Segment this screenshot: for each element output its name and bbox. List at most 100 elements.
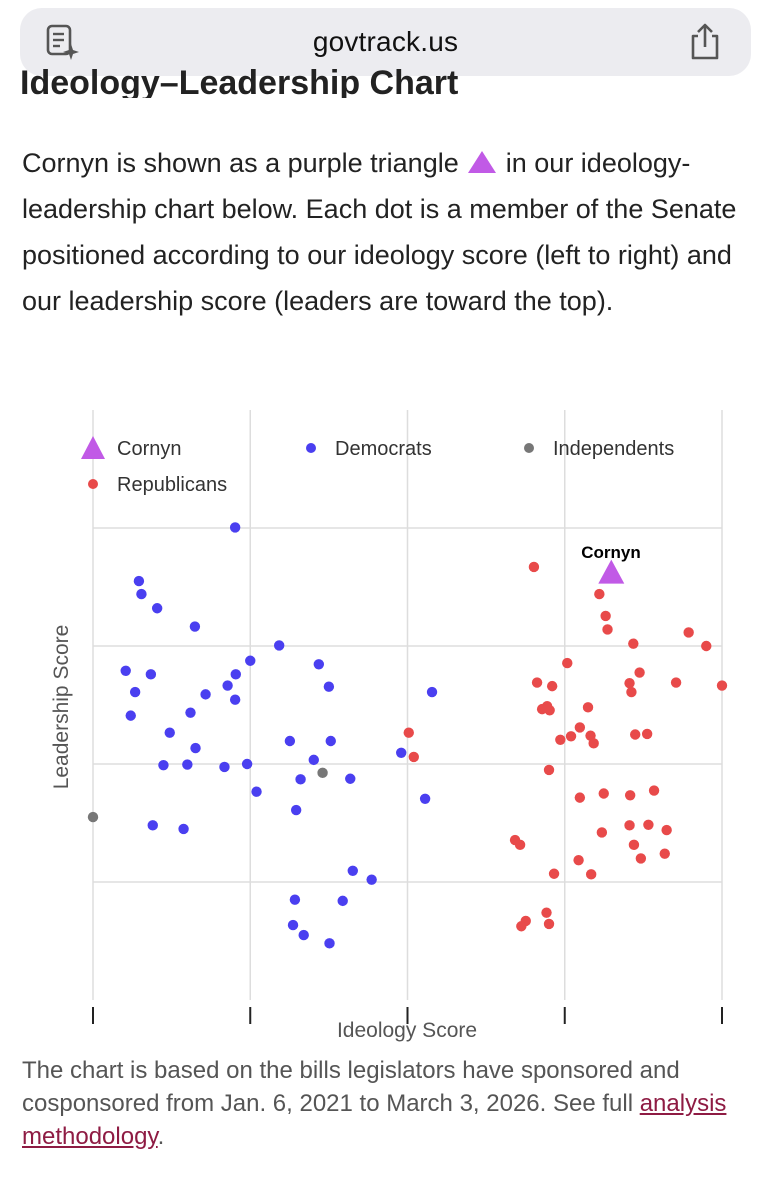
- republicans-point: [602, 624, 613, 635]
- republicans-point: [641, 728, 653, 740]
- democrats-point: [366, 874, 377, 885]
- x-axis-label: Ideology Score: [337, 1019, 477, 1042]
- legend-label: Independents: [553, 438, 674, 460]
- cornyn-triangle-point: [598, 559, 625, 584]
- republicans-point: [626, 686, 637, 698]
- democrats-point: [178, 823, 189, 835]
- cornyn-label: Cornyn: [581, 543, 641, 562]
- democrats-point: [337, 895, 348, 907]
- republicans-point: [661, 824, 672, 836]
- y-axis-label: Leadership Score: [50, 625, 73, 790]
- republicans-point: [565, 731, 577, 742]
- democrats-point: [145, 669, 157, 680]
- republicans-point: [716, 680, 728, 691]
- republicans-point: [683, 627, 694, 638]
- republicans-point: [546, 680, 558, 692]
- republicans-point: [624, 790, 636, 801]
- democrats-point: [164, 727, 175, 738]
- democrats-point: [298, 929, 309, 941]
- republicans-point: [588, 738, 599, 749]
- legend-label: Democrats: [335, 438, 432, 460]
- purple-triangle-icon: [468, 151, 497, 173]
- republicans-point: [531, 677, 543, 688]
- democrats-point: [308, 754, 319, 766]
- republicans-point: [624, 820, 635, 831]
- democrats-point: [245, 655, 256, 666]
- intro-text-end: in our ideology-leadership chart below. …: [22, 148, 737, 316]
- republicans-point: [596, 827, 608, 838]
- democrats-point: [230, 669, 241, 680]
- legend-label: Republicans: [117, 474, 227, 496]
- democrats-point: [136, 588, 147, 600]
- legend-dot-icon: [306, 443, 316, 453]
- republicans-point: [670, 677, 682, 688]
- republicans-point: [516, 921, 527, 932]
- democrats-point: [347, 865, 358, 876]
- republicans-point: [643, 819, 654, 830]
- republicans-point: [403, 727, 414, 738]
- republicans-point: [528, 561, 540, 573]
- intro-paragraph: Cornyn is shown as a purple triangle in …: [22, 140, 752, 324]
- democrats-point: [313, 659, 325, 670]
- address-bar[interactable]: govtrack.us: [20, 8, 751, 76]
- democrats-point: [133, 575, 145, 587]
- democrats-point: [419, 793, 431, 805]
- republicans-point: [562, 657, 573, 669]
- democrats-point: [182, 759, 193, 770]
- republicans-point: [628, 839, 640, 851]
- democrats-point: [190, 742, 201, 754]
- democrats-point: [426, 686, 438, 698]
- republicans-point: [543, 764, 555, 776]
- republicans-point: [573, 854, 584, 866]
- methodology-link[interactable]: analysis methodology: [22, 1090, 727, 1150]
- democrats-point: [284, 735, 296, 747]
- republicans-point: [659, 848, 670, 859]
- legend-label: Cornyn: [117, 438, 181, 460]
- democrats-point: [290, 804, 302, 816]
- republicans-point: [543, 918, 555, 930]
- caption-end: .: [157, 1123, 165, 1150]
- democrats-point: [241, 758, 253, 770]
- republicans-point: [628, 638, 639, 649]
- republicans-point: [574, 792, 586, 803]
- democrats-point: [189, 621, 201, 632]
- reader-mode-icon[interactable]: [42, 22, 82, 62]
- share-icon[interactable]: [687, 22, 723, 62]
- democrats-point: [289, 894, 301, 905]
- democrats-point: [345, 773, 356, 784]
- republicans-point: [544, 705, 555, 716]
- democrats-point: [295, 774, 306, 785]
- republicans-point: [582, 702, 594, 713]
- independents-point: [87, 811, 99, 823]
- chart-grid: [92, 410, 723, 1000]
- democrats-point: [287, 919, 299, 931]
- democrats-point: [251, 786, 262, 797]
- republicans-point: [648, 785, 660, 796]
- independents-point: [317, 767, 328, 779]
- republicans-point: [624, 677, 635, 689]
- legend-dot-icon: [524, 443, 534, 453]
- republicans-point: [635, 853, 647, 864]
- republicans-point: [585, 869, 597, 880]
- democrats-point: [200, 689, 211, 700]
- url-domain[interactable]: govtrack.us: [312, 26, 459, 57]
- democrats-point: [151, 603, 163, 614]
- ideology-leadership-chart: Cornyn Democrats Independents Republicans I…: [50, 410, 728, 1042]
- republicans-point: [548, 868, 560, 879]
- republicans-point: [408, 751, 419, 763]
- intro-text-start: Cornyn is shown as a purple triangle: [22, 148, 459, 178]
- democrats-point: [185, 707, 196, 718]
- republicans-point: [701, 640, 712, 652]
- chart-legend: Cornyn Democrats Independents Republicans: [81, 436, 674, 496]
- democrats-point: [229, 522, 241, 533]
- democrats-point: [120, 665, 131, 676]
- republicans-point: [634, 667, 645, 678]
- legend-triangle-icon: [81, 436, 105, 459]
- legend-dot-icon: [88, 479, 98, 489]
- chart-caption: The chart is based on the bills legislat…: [22, 1054, 757, 1153]
- democrats-point: [324, 938, 335, 949]
- republicans-point: [629, 729, 641, 740]
- republicans-point: [514, 839, 526, 851]
- chart-ticks: [92, 1007, 723, 1024]
- democrats-point: [219, 761, 230, 773]
